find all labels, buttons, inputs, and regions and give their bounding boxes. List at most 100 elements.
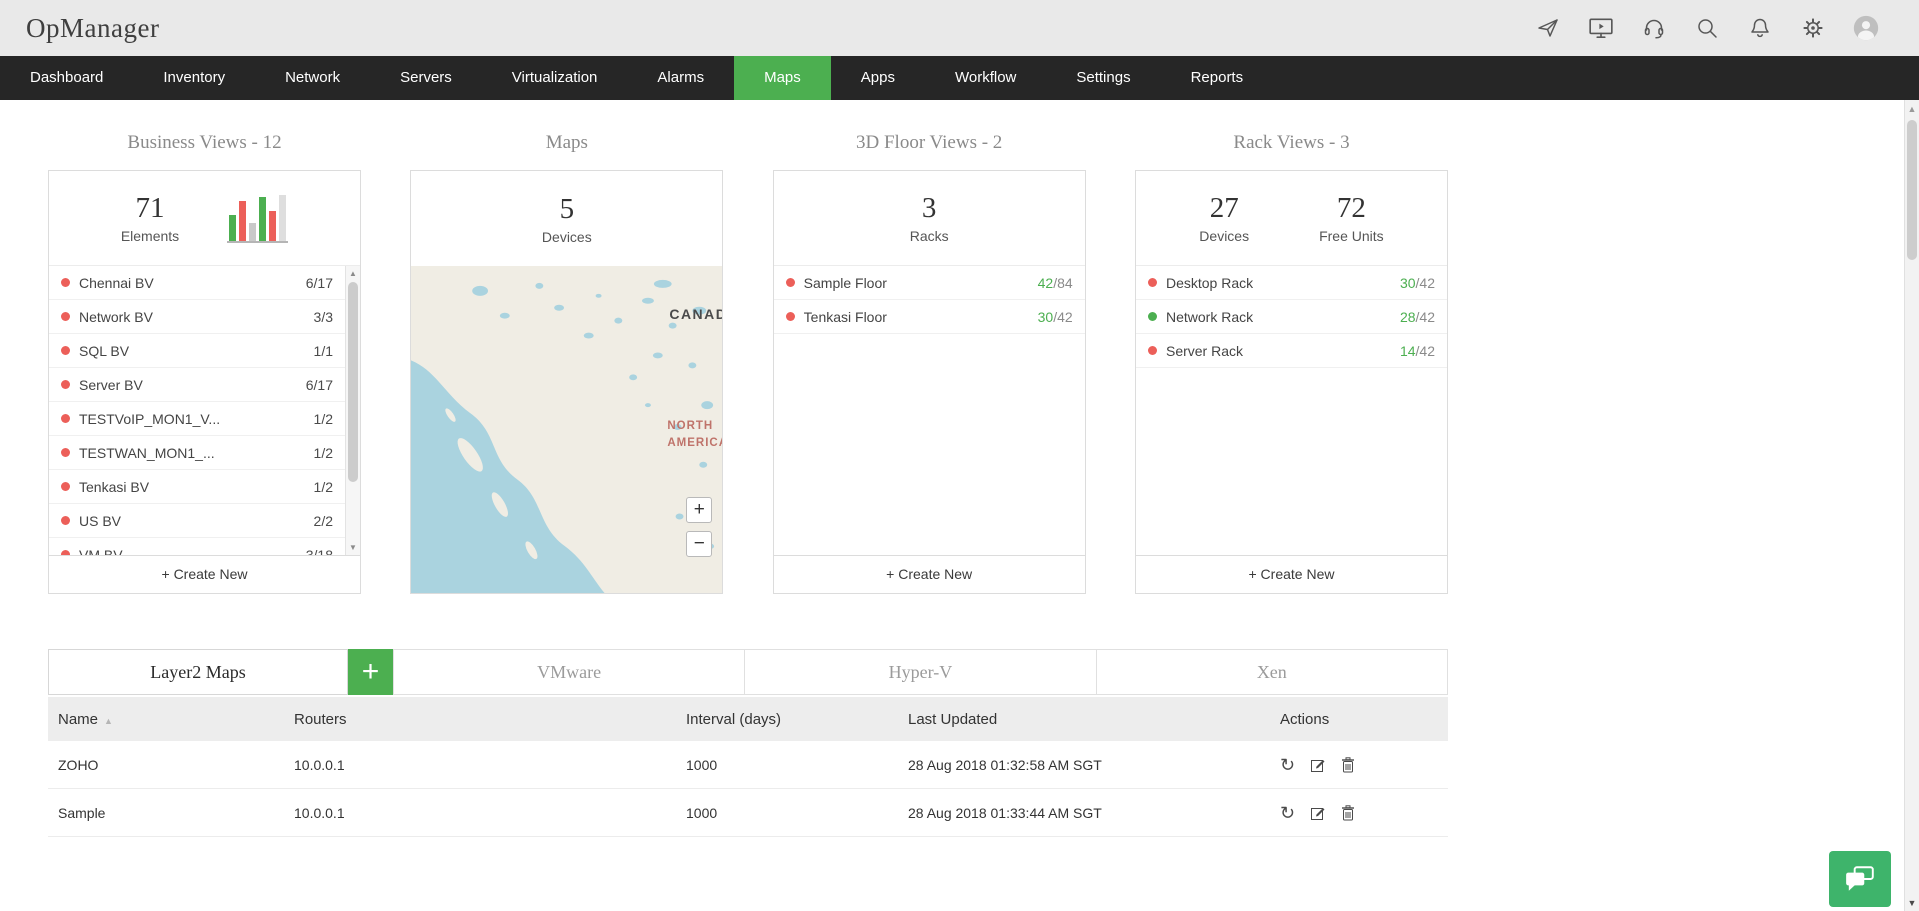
user-avatar[interactable] (1853, 15, 1879, 41)
scroll-thumb[interactable] (1907, 120, 1917, 260)
list-item[interactable]: TESTWAN_MON1_... 1/2 (49, 436, 345, 470)
list-item[interactable]: Sample Floor 42/84 (773, 266, 1085, 300)
tab-layer2-maps[interactable]: Layer2 Maps (48, 649, 348, 695)
column-header-name[interactable]: Name ▲ (58, 710, 113, 728)
page-scrollbar[interactable]: ▲ ▼ (1904, 100, 1919, 911)
delete-icon[interactable] (1341, 804, 1355, 821)
list-item[interactable]: Server BV 6/17 (49, 368, 345, 402)
item-value: 14/42 (1399, 342, 1435, 359)
screen-share-icon[interactable] (1588, 15, 1614, 41)
add-map-button[interactable]: + (348, 649, 393, 695)
search-icon[interactable] (1694, 15, 1720, 41)
list-item[interactable]: Network Rack 28/42 (1135, 300, 1447, 334)
nav-tab-apps[interactable]: Apps (860, 69, 895, 86)
panel-title-rack-views: Rack Views - 3 (1233, 132, 1350, 153)
list-scrollbar[interactable]: ▲ ▼ (345, 266, 360, 555)
floor-views-panel: 3D Floor Views - 2 3 Racks Sample Floor 4… (772, 132, 1086, 594)
paper-plane-icon[interactable] (1535, 15, 1561, 41)
stat-label: Free Units (1319, 228, 1384, 244)
item-name: VM BV (79, 546, 123, 556)
item-value: 28/42 (1399, 308, 1435, 325)
bar-chart-icon (227, 193, 289, 243)
support-headset-icon[interactable] (1641, 15, 1667, 41)
cell-routers: 10.0.0.1 (294, 756, 345, 773)
nav-tab-network[interactable]: Network (285, 69, 341, 86)
nav-tab-dashboard[interactable]: Dashboard (30, 69, 104, 86)
item-value: 1/2 (313, 478, 333, 495)
status-dot (1147, 278, 1157, 287)
panel-title-maps: Maps (545, 132, 588, 153)
item-name: Tenkasi BV (79, 478, 150, 495)
panel-title-business-views: Business Views - 12 (127, 132, 282, 153)
stat-label: Devices (1199, 228, 1250, 244)
list-item[interactable]: Network BV 3/3 (49, 300, 345, 334)
list-item[interactable]: US BV 2/2 (49, 504, 345, 538)
rediscover-icon[interactable]: ↻ (1280, 754, 1296, 775)
cell-last-updated: 28 Aug 2018 01:33:44 AM SGT (908, 804, 1102, 821)
nav-tab-virtualization[interactable]: Virtualization (511, 69, 598, 86)
list-item[interactable]: Desktop Rack 30/42 (1135, 266, 1447, 300)
nav-tab-maps[interactable]: Maps (734, 56, 831, 100)
stat-value: 71 (135, 192, 165, 224)
nav-tab-servers[interactable]: Servers (400, 69, 452, 86)
scroll-down-icon[interactable]: ▼ (349, 543, 357, 552)
cell-actions: ↻ (1270, 756, 1448, 774)
edit-icon[interactable] (1310, 805, 1326, 821)
item-value: 1/1 (313, 342, 333, 359)
nav-tab-reports[interactable]: Reports (1190, 69, 1244, 86)
item-name: Server Rack (1165, 342, 1244, 359)
create-new-rack-view-button[interactable]: + Create New (1135, 555, 1447, 593)
app-logo: OpManager (26, 12, 160, 43)
item-name: Desktop Rack (1165, 274, 1254, 291)
status-dot (785, 312, 795, 321)
list-item[interactable]: TESTVoIP_MON1_V... 1/2 (49, 402, 345, 436)
nav-tab-workflow[interactable]: Workflow (954, 69, 1017, 86)
bell-icon[interactable] (1747, 15, 1773, 41)
zoom-in-button[interactable]: + (686, 497, 713, 523)
stat-label: Elements (120, 228, 180, 244)
tab-vmware[interactable]: VMware (393, 649, 746, 695)
list-item[interactable]: Chennai BV 6/17 (49, 266, 345, 300)
world-map[interactable]: CANADA NORTH AMERICA + − (411, 266, 723, 593)
nav-tab-alarms[interactable]: Alarms (657, 69, 705, 86)
item-value: 6/17 (305, 274, 333, 291)
status-dot (61, 278, 70, 287)
cell-name: Sample (58, 804, 106, 821)
tab-xen[interactable]: Xen (1096, 649, 1448, 695)
edit-icon[interactable] (1310, 757, 1326, 773)
item-name: Chennai BV (79, 274, 154, 291)
scroll-down-icon[interactable]: ▼ (1907, 898, 1917, 908)
summary-cards-row: Business Views - 12 71 Elements Chennai … (48, 132, 1448, 594)
status-dot (61, 482, 70, 491)
item-name: SQL BV (79, 342, 130, 359)
scroll-up-icon[interactable]: ▲ (1907, 104, 1917, 114)
rediscover-icon[interactable]: ↻ (1280, 802, 1296, 823)
item-name: Tenkasi Floor (803, 308, 887, 325)
zoom-out-button[interactable]: − (686, 531, 713, 557)
item-value: 6/17 (305, 376, 333, 393)
list-item[interactable]: Tenkasi BV 1/2 (49, 470, 345, 504)
nav-tab-settings[interactable]: Settings (1076, 69, 1131, 86)
delete-icon[interactable] (1341, 756, 1355, 773)
status-dot (61, 380, 70, 389)
list-item[interactable]: Tenkasi Floor 30/42 (773, 300, 1085, 334)
scroll-up-icon[interactable]: ▲ (349, 269, 357, 278)
tab-hyper-v[interactable]: Hyper-V (745, 649, 1097, 695)
create-new-floor-view-button[interactable]: + Create New (773, 555, 1085, 593)
scroll-thumb[interactable] (348, 282, 358, 482)
list-item[interactable]: VM BV 3/18 (49, 538, 345, 555)
maps-stat: 5 Devices (542, 193, 592, 245)
chat-feedback-button[interactable] (1829, 851, 1891, 907)
list-item[interactable]: Server Rack 14/42 (1135, 334, 1447, 368)
stat-value: 27 (1209, 192, 1239, 224)
gear-icon[interactable] (1800, 15, 1826, 41)
cell-last-updated: 28 Aug 2018 01:32:58 AM SGT (908, 756, 1102, 773)
item-name: Network Rack (1165, 308, 1254, 325)
app-header: OpManager (0, 0, 1919, 56)
create-new-business-view-button[interactable]: + Create New (49, 555, 360, 593)
maps-panel: Maps 5 Devices (410, 132, 724, 594)
list-item[interactable]: SQL BV 1/1 (49, 334, 345, 368)
status-dot (61, 312, 70, 321)
stat-value: 3 (921, 192, 937, 224)
nav-tab-inventory[interactable]: Inventory (163, 69, 226, 86)
